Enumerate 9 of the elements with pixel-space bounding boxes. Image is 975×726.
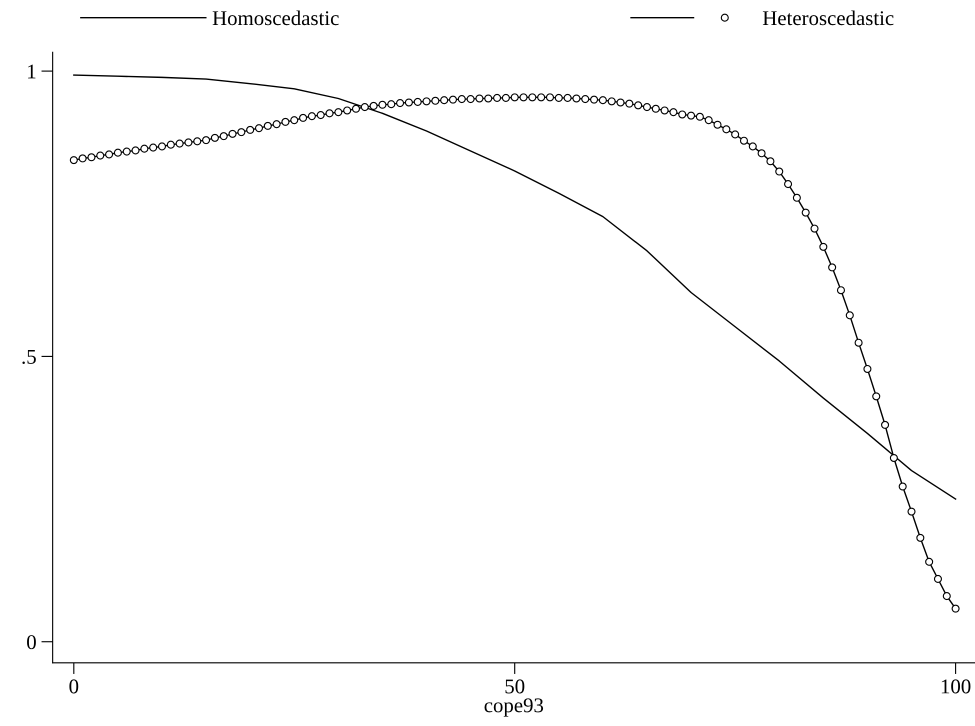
y-tick-label: 1 xyxy=(28,64,36,78)
x-tick-label: 100 xyxy=(942,679,970,694)
y-tick-label: 0 xyxy=(27,635,36,650)
legend-label: Heteroscedastic xyxy=(762,10,894,26)
x-tick-label: 0 xyxy=(69,679,78,694)
x-axis-title: cope93 xyxy=(484,698,544,717)
y-tick-label: .5 xyxy=(22,350,36,364)
x-tick-label: 50 xyxy=(506,679,524,694)
text: Homoscedastic xyxy=(212,10,339,26)
